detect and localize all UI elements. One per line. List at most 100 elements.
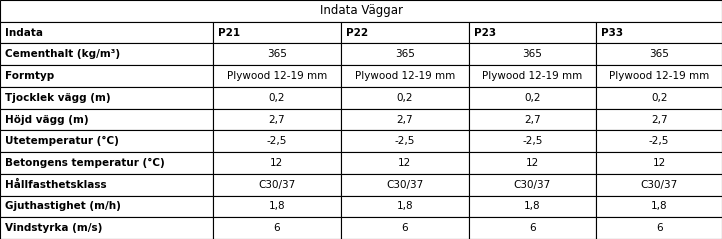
Bar bbox=[341, 196, 469, 217]
Text: -2,5: -2,5 bbox=[649, 136, 669, 146]
Text: 2,7: 2,7 bbox=[269, 114, 285, 125]
Text: 1,8: 1,8 bbox=[524, 201, 541, 212]
Text: Betongens temperatur (°C): Betongens temperatur (°C) bbox=[5, 158, 165, 168]
Text: Vindstyrka (m/s): Vindstyrka (m/s) bbox=[5, 223, 103, 233]
Bar bbox=[0, 130, 213, 152]
Text: Gjuthastighet (m/h): Gjuthastighet (m/h) bbox=[5, 201, 121, 212]
Bar bbox=[0, 152, 213, 174]
Bar bbox=[341, 65, 469, 87]
Text: 0,2: 0,2 bbox=[269, 93, 285, 103]
Text: Hållfasthetsklass: Hållfasthetsklass bbox=[5, 180, 107, 190]
Text: 1,8: 1,8 bbox=[269, 201, 285, 212]
Bar bbox=[0, 0, 722, 22]
Text: 0,2: 0,2 bbox=[396, 93, 413, 103]
Bar bbox=[469, 65, 596, 87]
Text: Plywood 12-19 mm: Plywood 12-19 mm bbox=[609, 71, 709, 81]
Text: Cementhalt (kg/m³): Cementhalt (kg/m³) bbox=[5, 49, 120, 59]
Text: C30/37: C30/37 bbox=[514, 180, 551, 190]
Bar bbox=[596, 87, 722, 109]
Bar bbox=[213, 65, 341, 87]
Text: Plywood 12-19 mm: Plywood 12-19 mm bbox=[227, 71, 327, 81]
Text: 12: 12 bbox=[270, 158, 284, 168]
Text: 6: 6 bbox=[656, 223, 663, 233]
Text: 365: 365 bbox=[395, 49, 414, 59]
Text: C30/37: C30/37 bbox=[640, 180, 678, 190]
Text: 6: 6 bbox=[529, 223, 536, 233]
Text: Höjd vägg (m): Höjd vägg (m) bbox=[5, 114, 89, 125]
Bar bbox=[0, 43, 213, 65]
Text: 0,2: 0,2 bbox=[651, 93, 667, 103]
Bar bbox=[213, 217, 341, 239]
Bar bbox=[341, 130, 469, 152]
Text: Plywood 12-19 mm: Plywood 12-19 mm bbox=[355, 71, 455, 81]
Bar bbox=[341, 217, 469, 239]
Bar bbox=[341, 174, 469, 196]
Text: Indata: Indata bbox=[5, 27, 43, 38]
Text: P21: P21 bbox=[218, 27, 240, 38]
Text: 12: 12 bbox=[526, 158, 539, 168]
Text: 6: 6 bbox=[274, 223, 280, 233]
Bar bbox=[469, 43, 596, 65]
Text: 1,8: 1,8 bbox=[651, 201, 668, 212]
Text: 0,2: 0,2 bbox=[524, 93, 541, 103]
Bar bbox=[596, 130, 722, 152]
Bar bbox=[596, 22, 722, 43]
Bar bbox=[341, 22, 469, 43]
Text: P22: P22 bbox=[346, 27, 368, 38]
Bar bbox=[0, 87, 213, 109]
Text: P23: P23 bbox=[474, 27, 496, 38]
Text: 2,7: 2,7 bbox=[524, 114, 541, 125]
Bar bbox=[596, 109, 722, 130]
Bar bbox=[0, 65, 213, 87]
Bar bbox=[596, 152, 722, 174]
Bar bbox=[469, 217, 596, 239]
Bar bbox=[469, 87, 596, 109]
Text: 12: 12 bbox=[653, 158, 666, 168]
Bar bbox=[213, 130, 341, 152]
Text: Indata Väggar: Indata Väggar bbox=[320, 4, 402, 17]
Text: C30/37: C30/37 bbox=[386, 180, 423, 190]
Text: Formtyp: Formtyp bbox=[5, 71, 54, 81]
Bar bbox=[596, 217, 722, 239]
Bar bbox=[469, 174, 596, 196]
Bar bbox=[213, 87, 341, 109]
Bar bbox=[469, 109, 596, 130]
Text: 2,7: 2,7 bbox=[396, 114, 413, 125]
Bar bbox=[596, 174, 722, 196]
Text: 12: 12 bbox=[398, 158, 412, 168]
Bar bbox=[0, 174, 213, 196]
Text: C30/37: C30/37 bbox=[258, 180, 295, 190]
Text: 6: 6 bbox=[401, 223, 408, 233]
Text: Tjocklek vägg (m): Tjocklek vägg (m) bbox=[5, 93, 110, 103]
Text: Plywood 12-19 mm: Plywood 12-19 mm bbox=[482, 71, 583, 81]
Text: -2,5: -2,5 bbox=[522, 136, 543, 146]
Bar bbox=[0, 217, 213, 239]
Bar bbox=[341, 152, 469, 174]
Bar bbox=[213, 196, 341, 217]
Bar bbox=[469, 196, 596, 217]
Bar bbox=[0, 196, 213, 217]
Text: 1,8: 1,8 bbox=[396, 201, 413, 212]
Text: -2,5: -2,5 bbox=[394, 136, 415, 146]
Bar bbox=[341, 87, 469, 109]
Bar bbox=[341, 109, 469, 130]
Bar bbox=[469, 130, 596, 152]
Bar bbox=[213, 174, 341, 196]
Text: P33: P33 bbox=[601, 27, 624, 38]
Text: 2,7: 2,7 bbox=[651, 114, 668, 125]
Bar bbox=[213, 152, 341, 174]
Bar bbox=[213, 43, 341, 65]
Bar bbox=[469, 22, 596, 43]
Bar bbox=[213, 109, 341, 130]
Text: 365: 365 bbox=[267, 49, 287, 59]
Bar bbox=[596, 196, 722, 217]
Text: 365: 365 bbox=[649, 49, 669, 59]
Bar bbox=[0, 109, 213, 130]
Text: Utetemperatur (°C): Utetemperatur (°C) bbox=[5, 136, 119, 146]
Bar bbox=[596, 65, 722, 87]
Text: 365: 365 bbox=[523, 49, 542, 59]
Text: -2,5: -2,5 bbox=[266, 136, 287, 146]
Bar bbox=[0, 22, 213, 43]
Bar bbox=[596, 43, 722, 65]
Bar bbox=[341, 43, 469, 65]
